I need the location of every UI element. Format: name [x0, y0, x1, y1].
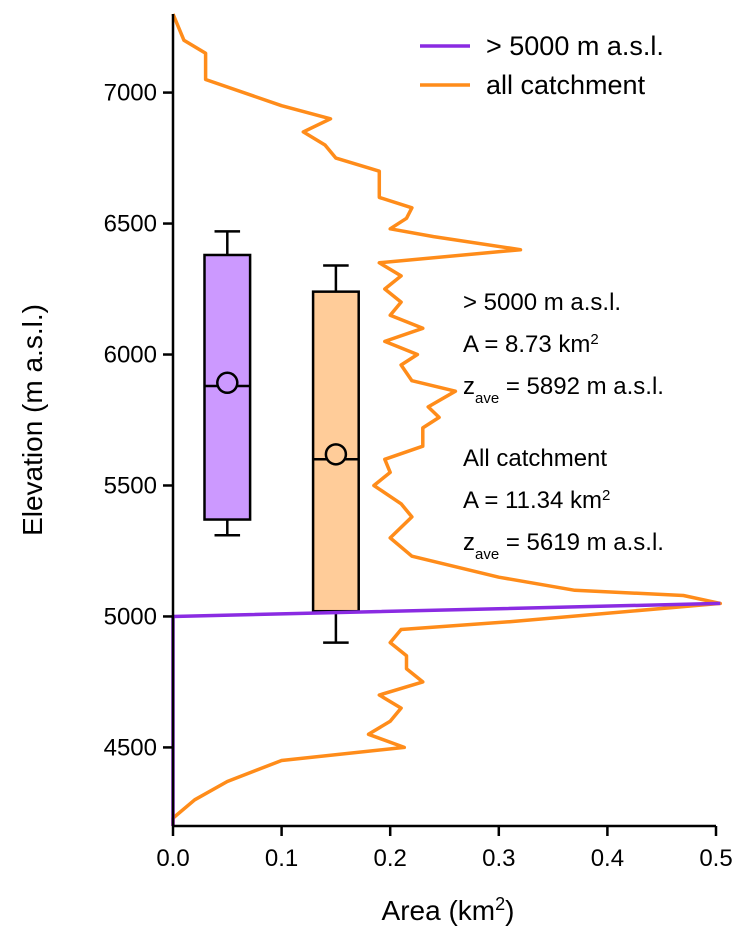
x-tick-label-0: 0.0 [156, 845, 189, 872]
x-tick-label-4: 0.4 [591, 845, 624, 872]
axes: 4500 5000 5500 6000 6500 7000 0.0 0.1 0.2 0.3 0.4 0… [104, 14, 733, 872]
y-tick-label-6000: 6000 [104, 342, 157, 369]
annotation-all-catchment: All catchment A = 11.34 km2 zave = 5619 … [463, 445, 664, 563]
legend-label-all-catchment: all catchment [486, 70, 646, 100]
legend-label-above-5000: > 5000 m a.s.l. [486, 31, 664, 61]
legend: > 5000 m a.s.l. all catchment [420, 31, 664, 100]
x-axis-title: Area (km2) [382, 894, 515, 926]
series-line-above-5000 [171, 601, 721, 826]
y-tick-label-5000: 5000 [104, 603, 157, 630]
annotation-above-5000-title: > 5000 m a.s.l. [463, 289, 621, 316]
x-tick-label-5: 0.5 [699, 845, 732, 872]
y-tick-label-7000: 7000 [104, 80, 157, 107]
boxplots [203, 230, 360, 644]
series-lines [171, 13, 723, 826]
box-all-catchment-mean-marker [324, 443, 348, 466]
annotation-all-catchment-zave: zave = 5619 m a.s.l. [463, 529, 664, 563]
x-tick-label-1: 0.1 [265, 845, 298, 872]
x-tick-label-2: 0.2 [374, 845, 407, 872]
annotation-above-5000: > 5000 m a.s.l. A = 8.73 km2 zave = 5892… [463, 289, 664, 407]
x-tick-label-3: 0.3 [482, 845, 515, 872]
series-line-all-catchment [171, 13, 723, 826]
annotation-above-5000-area: A = 8.73 km2 [463, 331, 599, 359]
annotation-all-catchment-title: All catchment [463, 445, 607, 472]
annotation-all-catchment-area: A = 11.34 km2 [463, 487, 610, 515]
y-tick-label-6500: 6500 [104, 211, 157, 238]
y-tick-label-5500: 5500 [104, 472, 157, 499]
annotation-above-5000-zave: zave = 5892 m a.s.l. [463, 373, 664, 407]
y-axis-title: Elevation (m a.s.l.) [17, 304, 48, 536]
box-above-5000-mean-marker [216, 371, 239, 395]
y-tick-label-4500: 4500 [104, 734, 157, 761]
